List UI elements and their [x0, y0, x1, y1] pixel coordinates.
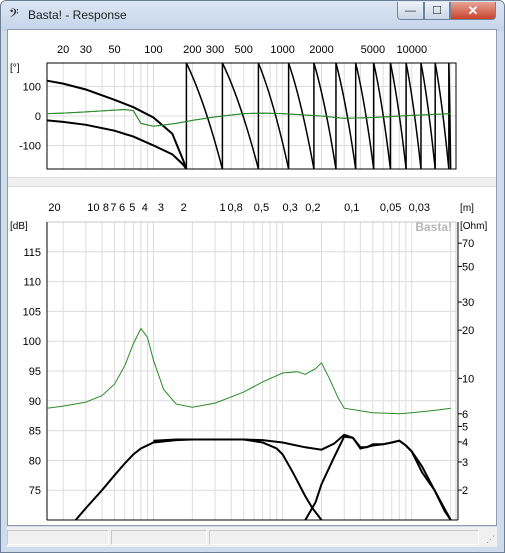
plot-frame: [46, 62, 457, 170]
x-tick-label: 300: [206, 44, 224, 56]
x-tick-label: 2000: [309, 44, 333, 56]
distance-tick-label: 20: [48, 202, 60, 214]
ohm-tick-label: 10: [462, 373, 474, 385]
ohm-tick-label: 3: [462, 457, 468, 469]
ohm-tick-label: 70: [462, 238, 474, 250]
phase-wrap-line: [405, 62, 422, 170]
distance-tick-label: 0,2: [305, 202, 320, 214]
distance-tick-label: 7: [110, 202, 116, 214]
phase-wrap-line: [420, 62, 436, 170]
distance-tick-label: 0,1: [344, 202, 359, 214]
distance-tick-label: 10: [87, 202, 99, 214]
distance-tick-label: 0,5: [254, 202, 269, 214]
bass-clef-icon: 𝄢: [9, 6, 19, 24]
ohm-unit-label: [Ohm]: [460, 221, 487, 232]
ohm-tick-label: 50: [462, 262, 474, 274]
phase-wrap-line: [257, 62, 290, 170]
ohm-tick-label: 2: [462, 485, 468, 497]
x-tick-label: 200: [183, 44, 201, 56]
distance-tick-label: 3: [158, 202, 164, 214]
close-icon: ✕: [467, 2, 479, 18]
ohm-tick-label: 5: [462, 421, 468, 433]
distance-tick-label: 0,05: [380, 202, 401, 214]
db-tick-label: 90: [29, 396, 41, 408]
db-tick-label: 115: [23, 247, 41, 259]
spl-line: [74, 438, 323, 521]
x-tick-label: 10000: [396, 44, 427, 56]
ohm-tick-label: 20: [462, 325, 474, 337]
maximize-button[interactable]: ☐: [424, 2, 450, 20]
close-button[interactable]: ✕: [450, 2, 496, 20]
phase-wrap-line: [335, 62, 357, 170]
y-tick-label: 100: [23, 82, 41, 94]
distance-tick-label: 6: [119, 202, 125, 214]
phase-wrap-line: [287, 62, 315, 170]
window-title: Basta! - Response: [28, 8, 127, 22]
db-tick-label: 105: [23, 306, 41, 318]
x-tick-label: 30: [80, 44, 92, 56]
phase-wrap-line: [354, 62, 375, 170]
phase-series-line: [46, 79, 188, 170]
ohm-tick-label: 4: [462, 437, 468, 449]
db-tick-label: 85: [29, 426, 41, 438]
phase-wrap-line: [389, 62, 407, 170]
db-unit-label: [dB]: [10, 221, 28, 232]
x-tick-label: 500: [235, 44, 253, 56]
x-tick-label: 100: [144, 44, 162, 56]
distance-unit-label: [m]: [460, 203, 474, 214]
minimize-button[interactable]: —: [397, 2, 424, 20]
maximize-icon: ☐: [432, 5, 442, 17]
distance-tick-label: 0,8: [227, 202, 242, 214]
db-tick-label: 80: [29, 455, 41, 467]
response-chart: 1151101051009590858075[dB]70503020106543…: [10, 202, 487, 521]
phase-wrap-line: [448, 62, 452, 170]
distance-tick-label: 5: [129, 202, 135, 214]
distance-tick-label: 1: [220, 202, 226, 214]
distance-tick-label: 4: [142, 202, 148, 214]
status-bar: ⋰: [7, 527, 497, 547]
x-tick-label: 1000: [270, 44, 294, 56]
db-tick-label: 95: [29, 366, 41, 378]
title-bar[interactable]: 𝄢 Basta! - Response — ☐ ✕: [1, 1, 504, 31]
y-tick-label: 0: [35, 111, 41, 123]
response-panel: 100 0 -100 20 30 50 100 200 300 500 1000 2000 5000 10…: [7, 29, 497, 526]
db-tick-label: 100: [23, 336, 41, 348]
db-tick-label: 75: [29, 485, 41, 497]
distance-tick-label: 0,3: [282, 202, 297, 214]
phase-wrap-line: [185, 62, 224, 170]
status-pane: [111, 530, 207, 545]
phase-wrap-line: [313, 62, 337, 170]
phase-wrap-line: [221, 62, 260, 170]
y-tick-label: -100: [19, 140, 41, 152]
phase-wrap-line: [372, 62, 392, 170]
x-tick-label: 5000: [361, 44, 385, 56]
x-tick-label: 20: [57, 44, 69, 56]
status-pane: [7, 530, 109, 545]
distance-tick-label: 2: [181, 202, 187, 214]
y-unit-label: [°]: [10, 63, 20, 74]
phase-series-line: [46, 119, 188, 170]
phase-impedance-line: [46, 108, 451, 127]
status-pane: [209, 530, 479, 545]
chart-splitter[interactable]: [8, 177, 496, 187]
db-tick-label: 110: [23, 277, 41, 289]
distance-tick-label: 0,03: [409, 202, 430, 214]
ohm-tick-label: 6: [462, 409, 468, 421]
ohm-tick-label: 30: [462, 297, 474, 309]
resize-grip-icon[interactable]: ⋰: [486, 534, 495, 544]
x-tick-label: 50: [108, 44, 120, 56]
phase-wrap-line: [434, 62, 450, 170]
minimize-icon: —: [405, 4, 416, 17]
watermark: Basta!: [415, 220, 452, 234]
spl-line: [304, 435, 452, 521]
impedance-line: [46, 327, 451, 415]
distance-tick-label: 8: [103, 202, 109, 214]
